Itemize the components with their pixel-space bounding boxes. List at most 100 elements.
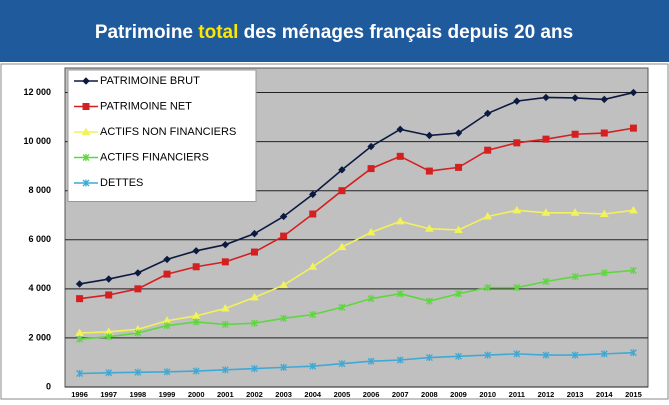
y-tick-label: 0 bbox=[46, 381, 51, 391]
marker bbox=[75, 280, 84, 288]
marker bbox=[76, 295, 84, 303]
marker bbox=[629, 88, 638, 97]
marker bbox=[455, 163, 463, 171]
marker bbox=[251, 319, 258, 327]
marker bbox=[163, 368, 171, 376]
marker bbox=[513, 139, 521, 147]
marker bbox=[542, 93, 550, 102]
marker bbox=[251, 365, 258, 373]
marker bbox=[338, 303, 346, 311]
marker bbox=[337, 242, 347, 251]
marker bbox=[484, 351, 492, 359]
marker bbox=[279, 212, 288, 221]
marker bbox=[279, 280, 288, 289]
marker bbox=[192, 318, 200, 326]
y-tick-label: 2 000 bbox=[28, 332, 51, 342]
y-tick-label: 4 000 bbox=[28, 283, 51, 293]
x-tick-label: 2008 bbox=[421, 390, 438, 399]
marker bbox=[629, 266, 637, 274]
legend-label: PATRIMOINE BRUT bbox=[100, 75, 200, 87]
marker bbox=[82, 77, 90, 85]
marker bbox=[600, 269, 608, 277]
marker bbox=[483, 109, 492, 118]
x-tick-label: 1999 bbox=[159, 390, 176, 399]
x-tick-label: 2010 bbox=[479, 390, 496, 399]
x-tick-label: 2012 bbox=[538, 390, 555, 399]
x-tick-label: 2003 bbox=[275, 390, 292, 399]
marker bbox=[105, 291, 113, 299]
x-tick-label: 2013 bbox=[567, 390, 584, 399]
marker bbox=[513, 350, 521, 358]
marker bbox=[483, 211, 493, 220]
series-line bbox=[79, 127, 634, 300]
marker bbox=[280, 363, 288, 371]
marker bbox=[309, 362, 317, 370]
x-tick-label: 2000 bbox=[188, 390, 205, 399]
marker bbox=[309, 311, 317, 319]
marker bbox=[512, 205, 522, 214]
x-tick-label: 2002 bbox=[246, 390, 263, 399]
marker bbox=[484, 284, 492, 292]
y-tick-label: 8 000 bbox=[28, 185, 51, 195]
x-tick-label: 2004 bbox=[304, 390, 322, 399]
marker bbox=[454, 129, 463, 137]
marker bbox=[542, 135, 550, 143]
marker bbox=[395, 216, 405, 225]
marker bbox=[454, 225, 463, 233]
marker bbox=[367, 142, 375, 151]
x-tick-label: 2007 bbox=[392, 390, 409, 399]
marker bbox=[134, 329, 142, 337]
x-tick-label: 2005 bbox=[334, 390, 351, 399]
marker bbox=[309, 190, 317, 199]
marker bbox=[484, 146, 492, 154]
marker bbox=[192, 263, 200, 271]
legend-label: PATRIMOINE NET bbox=[100, 100, 192, 112]
marker bbox=[571, 273, 579, 281]
x-tick-label: 1996 bbox=[71, 390, 88, 399]
marker bbox=[220, 303, 230, 312]
marker bbox=[425, 297, 433, 305]
x-tick-label: 2006 bbox=[363, 390, 380, 399]
marker bbox=[425, 354, 433, 362]
marker bbox=[367, 295, 375, 303]
marker bbox=[221, 258, 229, 266]
marker bbox=[81, 127, 91, 135]
marker bbox=[455, 352, 462, 360]
marker bbox=[600, 95, 608, 104]
marker bbox=[571, 130, 579, 138]
marker bbox=[250, 248, 258, 256]
marker bbox=[338, 166, 346, 174]
marker bbox=[163, 322, 171, 330]
marker bbox=[425, 224, 434, 232]
title-part: Patrimoine bbox=[95, 22, 198, 43]
marker bbox=[570, 208, 580, 216]
series-line bbox=[79, 269, 634, 340]
marker bbox=[600, 350, 608, 358]
header-band bbox=[0, 0, 669, 62]
series-line bbox=[79, 91, 634, 285]
marker bbox=[76, 335, 84, 343]
marker bbox=[105, 275, 113, 283]
legend-label: DETTES bbox=[100, 177, 143, 189]
chart-title: Patrimoine total des ménages français de… bbox=[95, 22, 573, 43]
x-tick-label: 2011 bbox=[509, 390, 525, 399]
legend-box bbox=[67, 69, 257, 202]
x-tick-label: 2001 bbox=[217, 390, 234, 399]
marker bbox=[280, 232, 288, 240]
marker bbox=[163, 255, 171, 264]
marker bbox=[309, 210, 317, 218]
marker bbox=[82, 103, 90, 110]
marker bbox=[221, 320, 229, 328]
plot-area bbox=[64, 67, 649, 388]
marker bbox=[425, 167, 433, 175]
x-tick-label: 1998 bbox=[130, 390, 147, 399]
marker bbox=[192, 247, 200, 255]
legend-label: ACTIFS FINANCIERS bbox=[100, 151, 209, 163]
marker bbox=[571, 351, 579, 359]
marker bbox=[541, 208, 551, 216]
x-tick-label: 1997 bbox=[100, 390, 117, 399]
marker bbox=[571, 94, 579, 102]
marker bbox=[250, 292, 259, 301]
marker bbox=[191, 311, 201, 319]
marker bbox=[134, 269, 142, 277]
